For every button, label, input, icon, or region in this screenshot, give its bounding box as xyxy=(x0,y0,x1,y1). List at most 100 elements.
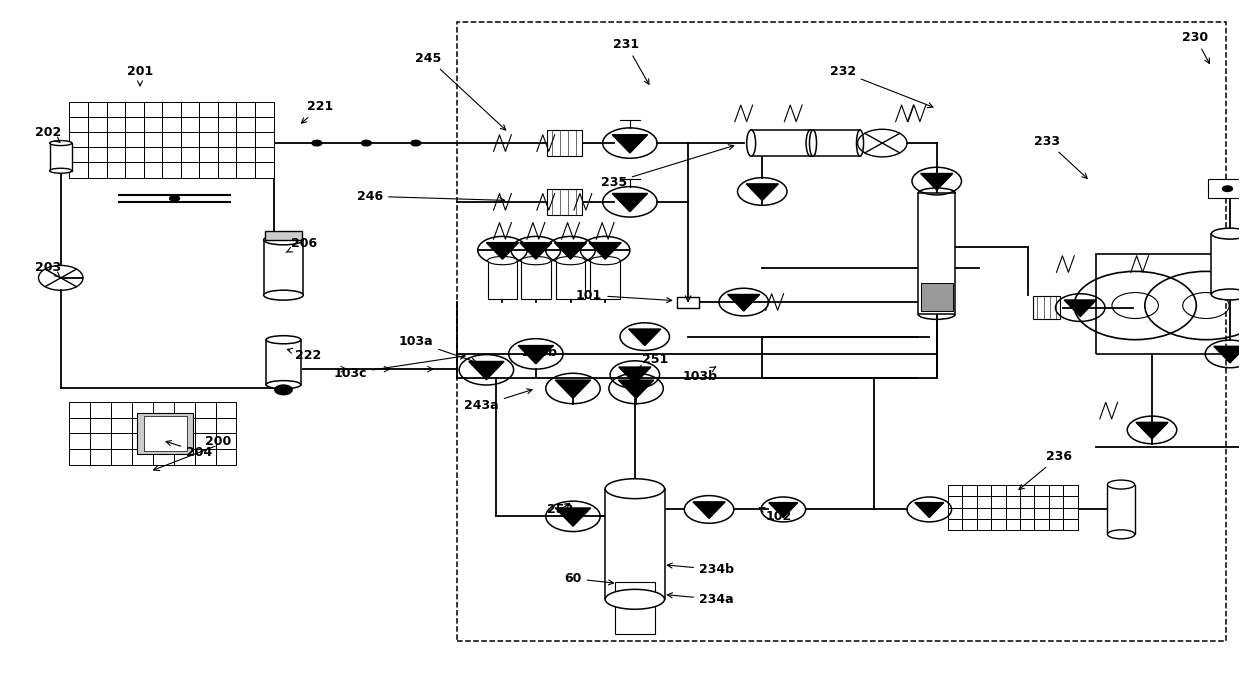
Bar xyxy=(977,485,991,496)
Text: 60: 60 xyxy=(564,572,614,585)
Bar xyxy=(1021,519,1034,530)
Bar xyxy=(237,117,255,132)
Bar xyxy=(1034,508,1049,519)
Text: 232: 232 xyxy=(830,65,932,108)
Bar xyxy=(88,147,107,162)
Bar xyxy=(947,496,962,508)
Bar xyxy=(181,132,200,147)
Ellipse shape xyxy=(487,257,517,264)
Bar xyxy=(91,403,112,418)
Text: 236: 236 xyxy=(1019,450,1073,489)
Bar xyxy=(962,485,977,496)
Text: 246: 246 xyxy=(357,190,505,203)
Bar xyxy=(1006,508,1021,519)
Bar xyxy=(144,132,162,147)
Bar xyxy=(107,147,125,162)
Text: 206: 206 xyxy=(286,237,317,253)
Bar xyxy=(1021,508,1034,519)
Bar xyxy=(153,418,174,433)
Text: 233: 233 xyxy=(1034,135,1087,178)
Bar xyxy=(69,117,88,132)
Ellipse shape xyxy=(1211,289,1240,300)
Bar xyxy=(265,231,303,240)
Bar xyxy=(237,132,255,147)
Bar xyxy=(590,261,620,298)
Bar xyxy=(50,143,72,171)
Text: 230: 230 xyxy=(1182,31,1209,64)
Bar xyxy=(69,433,91,449)
Polygon shape xyxy=(554,243,587,260)
Circle shape xyxy=(275,385,293,395)
Polygon shape xyxy=(619,380,653,398)
Bar xyxy=(112,403,133,418)
Ellipse shape xyxy=(556,257,585,264)
Text: 202: 202 xyxy=(35,126,62,142)
Bar xyxy=(162,117,181,132)
Bar xyxy=(144,101,162,117)
Bar xyxy=(153,433,174,449)
Bar xyxy=(174,418,195,433)
Bar xyxy=(237,162,255,178)
Bar xyxy=(107,162,125,178)
Bar xyxy=(69,147,88,162)
Bar xyxy=(556,261,585,298)
Bar xyxy=(1064,508,1078,519)
Bar xyxy=(181,117,200,132)
Ellipse shape xyxy=(521,257,551,264)
Bar xyxy=(125,101,144,117)
Polygon shape xyxy=(469,362,505,380)
Bar xyxy=(977,496,991,508)
Bar xyxy=(1049,519,1064,530)
Bar xyxy=(991,485,1006,496)
Text: 103a: 103a xyxy=(398,335,476,363)
Text: 103b: 103b xyxy=(683,366,718,382)
Ellipse shape xyxy=(605,589,665,609)
Polygon shape xyxy=(769,502,797,518)
Ellipse shape xyxy=(810,130,816,156)
Bar xyxy=(174,403,195,418)
Text: 101: 101 xyxy=(575,289,672,303)
Ellipse shape xyxy=(590,257,620,264)
Bar xyxy=(91,449,112,464)
Bar xyxy=(200,101,218,117)
Polygon shape xyxy=(1136,423,1168,439)
Bar xyxy=(947,519,962,530)
Ellipse shape xyxy=(1107,480,1135,489)
Bar xyxy=(181,162,200,178)
Polygon shape xyxy=(556,508,590,526)
Polygon shape xyxy=(746,184,779,201)
Bar xyxy=(1006,485,1021,496)
Bar xyxy=(255,101,274,117)
Ellipse shape xyxy=(50,141,72,146)
Bar xyxy=(112,418,133,433)
Bar xyxy=(216,418,237,433)
Bar xyxy=(112,449,133,464)
Bar xyxy=(456,22,1226,641)
Bar xyxy=(69,101,88,117)
Bar xyxy=(521,261,551,298)
Bar xyxy=(991,496,1006,508)
Bar xyxy=(69,132,88,147)
Bar xyxy=(162,147,181,162)
Bar xyxy=(218,132,237,147)
Bar xyxy=(1034,485,1049,496)
Bar xyxy=(174,449,195,464)
Text: 251: 251 xyxy=(637,353,668,370)
Text: 204: 204 xyxy=(166,441,212,459)
Text: 243a: 243a xyxy=(464,389,532,412)
Bar xyxy=(1049,496,1064,508)
Bar xyxy=(977,519,991,530)
Bar xyxy=(947,485,962,496)
Bar xyxy=(107,101,125,117)
Bar xyxy=(216,433,237,449)
Bar xyxy=(920,283,952,311)
Bar xyxy=(1107,484,1135,534)
Bar xyxy=(1064,496,1078,508)
Bar xyxy=(267,340,301,384)
Bar xyxy=(133,418,153,433)
Text: 221: 221 xyxy=(301,100,334,123)
Bar xyxy=(605,489,665,600)
Bar xyxy=(1006,496,1021,508)
Bar xyxy=(88,117,107,132)
Bar xyxy=(174,433,195,449)
